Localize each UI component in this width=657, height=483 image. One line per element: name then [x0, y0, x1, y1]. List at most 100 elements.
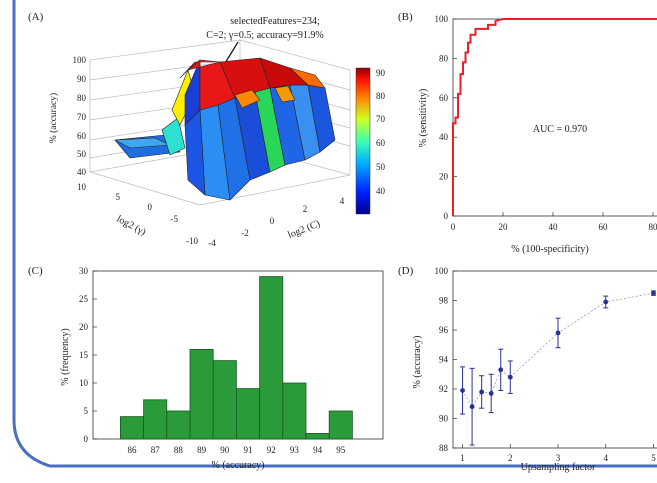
- histogram-bar: [167, 411, 190, 439]
- x-tick-label: 3: [556, 453, 561, 463]
- gamma-axis-label: log2 (γ): [115, 214, 148, 238]
- y-axis-label: % (sensitivity): [418, 89, 429, 148]
- svg-text:0: 0: [148, 202, 153, 212]
- c-axis-label: log2 (C): [286, 218, 321, 241]
- histogram-bar: [329, 411, 352, 439]
- data-point: [651, 291, 656, 296]
- annotation-line-1: selectedFeatures=234;: [230, 16, 320, 27]
- y-axis-ticks: 0 5 10 15 20 25 30: [79, 266, 89, 444]
- histogram-bar: [190, 349, 213, 439]
- svg-text:5: 5: [116, 192, 121, 202]
- annotation-line-2: C=2; γ=0.5; accuracy=91.9%: [206, 30, 323, 41]
- svg-text:50: 50: [77, 149, 87, 159]
- x-tick-label: 2: [508, 453, 512, 463]
- x-tick-label: 86: [128, 445, 138, 455]
- x-axis-label: Upsampling factor: [521, 462, 596, 473]
- histogram-bar: [144, 400, 167, 439]
- y-tick-label: 20: [79, 322, 89, 332]
- panel-d-upsampling: (D) % (accuracy) Upsampling factor 88 90 9…: [390, 262, 657, 478]
- svg-text:40: 40: [376, 186, 386, 196]
- plot-area: [453, 271, 657, 448]
- y-axis-label: % (accuracy): [412, 335, 423, 388]
- svg-text:80: 80: [376, 91, 386, 101]
- svg-text:80: 80: [77, 93, 87, 103]
- panel-b-roc: (B) % (sensitivity) % (100-specificity) …: [390, 0, 657, 262]
- colorbar: [356, 68, 370, 214]
- panel-label: (C): [28, 265, 43, 277]
- y-tick-label: 92: [439, 384, 448, 394]
- data-point: [479, 390, 484, 395]
- x-tick-label: 0: [451, 222, 456, 232]
- y-tick-label: 88: [439, 443, 449, 453]
- plot-area: [453, 19, 657, 216]
- y-tick-label: 98: [439, 296, 449, 306]
- panel-label: (D): [398, 265, 414, 277]
- z-axis-ticks: 40 50 60 70 80 90 100: [73, 55, 87, 177]
- x-tick-label: 5: [651, 453, 656, 463]
- svg-text:-5: -5: [171, 214, 179, 224]
- y-tick-label: 0: [444, 211, 449, 221]
- roc-chart: (B) % (sensitivity) % (100-specificity) …: [390, 0, 657, 262]
- panel-a-surface: (A) selectedFeatures=234; C=2; γ=0.5; ac…: [20, 0, 390, 255]
- data-point: [489, 391, 494, 396]
- histogram-bars: [120, 277, 352, 439]
- y-tick-label: 20: [439, 172, 449, 182]
- y-tick-label: 100: [435, 266, 449, 276]
- z-axis-label: % (accuracy): [48, 93, 59, 143]
- svg-text:100: 100: [73, 55, 87, 65]
- y-tick-label: 0: [84, 434, 89, 444]
- x-tick-label: 91: [244, 445, 253, 455]
- y-tick-label: 15: [79, 350, 89, 360]
- accuracy-series: [460, 291, 656, 445]
- svg-text:-4: -4: [208, 238, 216, 248]
- x-tick-label: 93: [290, 445, 300, 455]
- x-tick-label: 1: [460, 453, 465, 463]
- x-tick-label: 94: [313, 445, 323, 455]
- y-tick-label: 100: [435, 14, 449, 24]
- y-tick-label: 96: [439, 325, 449, 335]
- data-point: [470, 404, 475, 409]
- data-point: [556, 331, 561, 336]
- y-axis-label: % (frequency): [60, 328, 71, 385]
- surface-plot: (A) selectedFeatures=234; C=2; γ=0.5; ac…: [20, 0, 390, 255]
- data-point: [603, 300, 608, 305]
- x-axis-label: % (accuracy): [211, 460, 264, 471]
- x-tick-label: 40: [549, 222, 559, 232]
- svg-text:70: 70: [77, 112, 87, 122]
- histogram-bar: [120, 417, 143, 439]
- svg-text:4: 4: [340, 196, 345, 206]
- upsampling-chart: (D) % (accuracy) Upsampling factor 88 90 9…: [390, 262, 657, 478]
- gamma-axis-ticks: 10 5 0 -5 -10: [77, 182, 198, 246]
- histogram-bar: [283, 383, 306, 439]
- svg-text:0: 0: [270, 216, 275, 226]
- histogram-bar: [260, 277, 283, 439]
- histogram-bar: [306, 433, 329, 439]
- y-tick-label: 90: [439, 414, 449, 424]
- svg-text:40: 40: [77, 167, 87, 177]
- svg-text:90: 90: [77, 74, 87, 84]
- panel-c-histogram: (C) % (frequency) % (accuracy) 0 5 10 15 20 2…: [20, 262, 390, 478]
- svg-text:-2: -2: [241, 228, 249, 238]
- data-point: [508, 375, 513, 380]
- colorbar-ticks: 90 80 70 60 50 40: [376, 68, 386, 196]
- y-tick-label: 25: [79, 294, 89, 304]
- y-tick-label: 5: [84, 406, 89, 416]
- svg-text:50: 50: [376, 162, 386, 172]
- histogram-chart: (C) % (frequency) % (accuracy) 0 5 10 15 20 2…: [20, 262, 390, 478]
- svg-text:60: 60: [77, 131, 87, 141]
- y-tick-label: 40: [439, 132, 449, 142]
- data-point: [498, 367, 503, 372]
- data-point: [460, 388, 465, 393]
- histogram-bar: [236, 389, 259, 439]
- svg-text:10: 10: [77, 182, 87, 192]
- y-tick-label: 10: [79, 378, 89, 388]
- y-tick-label: 30: [79, 266, 89, 276]
- x-tick-label: 95: [336, 445, 346, 455]
- x-tick-label: 90: [220, 445, 230, 455]
- y-tick-label: 80: [439, 53, 449, 63]
- panel-label: (B): [398, 11, 413, 23]
